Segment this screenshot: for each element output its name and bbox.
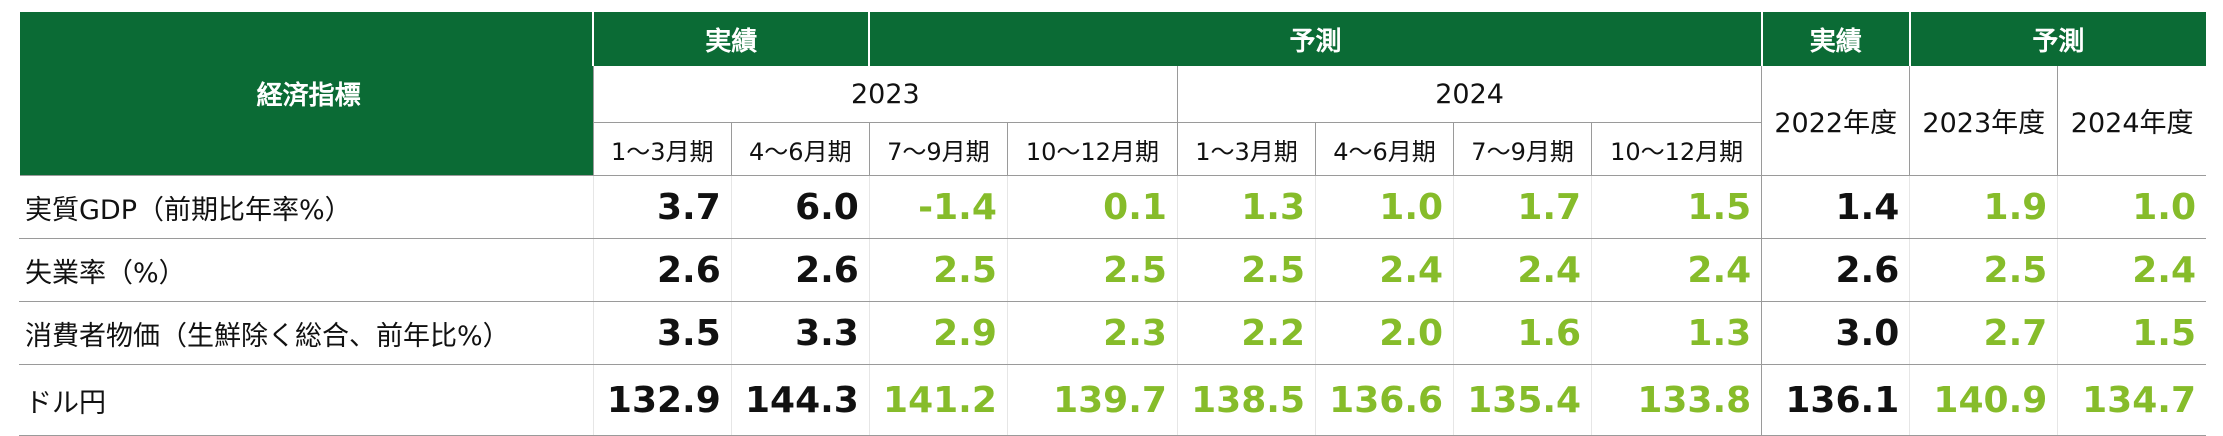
row-label: 実質GDP（前期比年率%） [19,175,594,239]
fiscal-year-header: 2024年度 [2057,66,2206,176]
period-header: 7〜9月期 [868,122,1008,176]
band-forecast-fiscal: 予測 [1908,12,2206,66]
value-cell: 1.9 [1909,175,2058,239]
value-cell: 136.1 [1761,364,1910,436]
period-header: 4〜6月期 [730,122,870,176]
value-cell: 141.2 [868,364,1008,436]
value-cell: 1.5 [2057,301,2206,365]
value-cell: 1.0 [2057,175,2206,239]
period-header: 10〜12月期 [1591,122,1762,176]
value-cell: 3.5 [592,301,732,365]
value-cell: 135.4 [1453,364,1592,436]
value-cell: 2.0 [1314,301,1454,365]
value-cell: 3.3 [730,301,870,365]
period-header: 10〜12月期 [1006,122,1178,176]
indicator-column-header: 経済指標 [17,12,594,176]
value-cell: 140.9 [1909,364,2058,436]
value-cell: 139.7 [1006,364,1178,436]
table-row-cpi: 消費者物価（生鮮除く総合、前年比%） 3.5 3.3 2.9 2.3 2.2 2… [19,301,2206,365]
row-label: 消費者物価（生鮮除く総合、前年比%） [19,301,594,365]
value-cell: 1.5 [1591,175,1762,239]
period-header-row: 1〜3月期 4〜6月期 7〜9月期 10〜12月期 1〜3月期 4〜6月期 7〜… [19,122,2206,176]
value-cell: 2.6 [592,238,732,302]
fiscal-year-header: 2022年度 [1761,66,1910,176]
value-cell: 2.6 [1761,238,1910,302]
period-header: 1〜3月期 [1176,122,1316,176]
period-header: 7〜9月期 [1453,122,1592,176]
value-cell: 1.3 [1176,175,1316,239]
year-header-row: 2023 2024 2022年度 2023年度 2024年度 [19,66,2206,176]
value-cell: 2.6 [730,238,870,302]
value-cell: 136.6 [1314,364,1454,436]
row-label: 失業率（%） [19,238,594,302]
year-2024-header: 2024 [1176,66,1762,123]
value-cell: 2.5 [868,238,1008,302]
table-row-usdjpy: ドル円 132.9 144.3 141.2 139.7 138.5 136.6 … [19,364,2206,436]
table-row-unemployment: 失業率（%） 2.6 2.6 2.5 2.5 2.5 2.4 2.4 2.4 2… [19,238,2206,302]
value-cell: 2.9 [868,301,1008,365]
row-label: ドル円 [19,364,594,436]
value-cell: 138.5 [1176,364,1316,436]
value-cell: 2.2 [1176,301,1316,365]
value-cell: 2.4 [1453,238,1592,302]
value-cell: 1.7 [1453,175,1592,239]
value-cell: 144.3 [730,364,870,436]
value-cell: 3.0 [1761,301,1910,365]
value-cell: 1.6 [1453,301,1592,365]
value-cell: 2.4 [1314,238,1454,302]
value-cell: 6.0 [730,175,870,239]
value-cell: 2.5 [1176,238,1316,302]
value-cell: -1.4 [868,175,1008,239]
value-cell: 133.8 [1591,364,1762,436]
period-header: 1〜3月期 [592,122,732,176]
band-actual-quarterly: 実績 [592,12,870,66]
band-forecast-quarterly: 予測 [868,12,1762,66]
value-cell: 2.7 [1909,301,2058,365]
value-cell: 134.7 [2057,364,2206,436]
band-actual-fiscal: 実績 [1760,12,1910,66]
value-cell: 1.0 [1314,175,1454,239]
fiscal-year-header: 2023年度 [1909,66,2058,176]
period-header: 4〜6月期 [1314,122,1454,176]
band-header-row: 経済指標 実績 予測 実績 予測 [17,12,2206,176]
value-cell: 2.4 [2057,238,2206,302]
value-cell: 2.5 [1006,238,1178,302]
value-cell: 1.3 [1591,301,1762,365]
value-cell: 2.4 [1591,238,1762,302]
forecast-table-container: 経済指標 実績 予測 実績 予測 2023 2024 2022年度 2023年度… [17,12,2206,436]
year-2023-header: 2023 [592,66,1178,123]
value-cell: 2.3 [1006,301,1178,365]
economic-forecast-table: 経済指標 実績 予測 実績 予測 2023 2024 2022年度 2023年度… [17,12,2206,436]
value-cell: 1.4 [1761,175,1910,239]
value-cell: 3.7 [592,175,732,239]
value-cell: 0.1 [1006,175,1178,239]
value-cell: 2.5 [1909,238,2058,302]
table-row-gdp: 実質GDP（前期比年率%） 3.7 6.0 -1.4 0.1 1.3 1.0 1… [19,175,2206,239]
value-cell: 132.9 [592,364,732,436]
